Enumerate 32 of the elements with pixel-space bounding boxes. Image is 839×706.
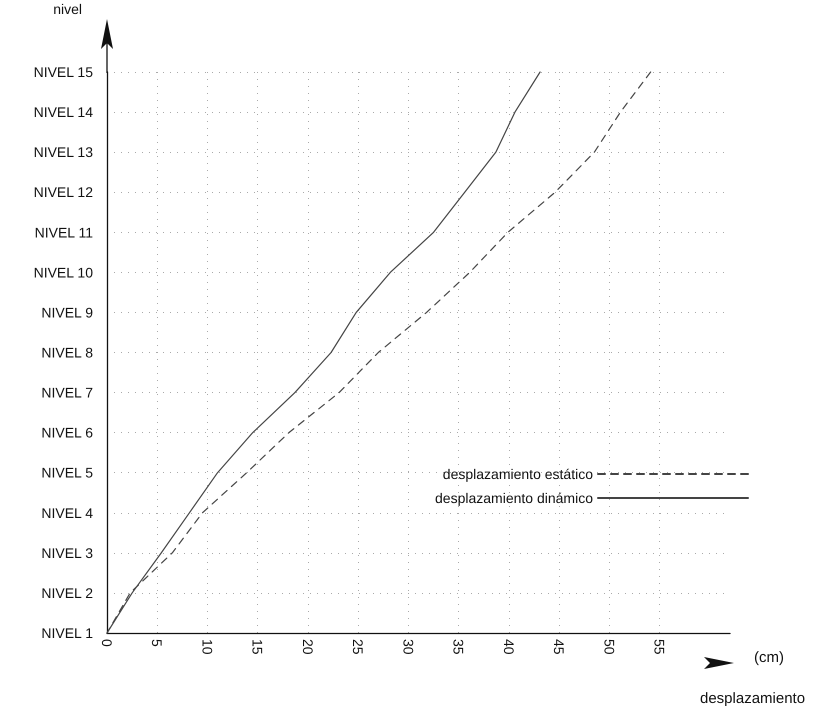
y-tick-label: NIVEL 12 [34,184,94,200]
x-tick-label: 25 [350,639,366,655]
y-tick-label: NIVEL 11 [34,224,94,240]
y-tick-label: NIVEL 3 [41,544,94,561]
x-tick-label: 55 [652,639,668,655]
y-tick-label: NIVEL 4 [41,504,94,521]
y-tick-label: NIVEL 1 [41,625,94,641]
y-axis-title: nivel [53,1,82,17]
y-tick-label: NIVEL 7 [41,384,94,401]
text: (cm) [754,649,784,666]
y-tick-label: NIVEL 2 [41,584,94,601]
x-axis-title: desplazamiento [700,690,806,706]
x-tick-label: 10 [199,639,216,655]
x-tick-label: 5 [149,639,166,647]
y-tick-label: NIVEL 15 [34,64,94,80]
x-tick-label: 35 [450,639,467,655]
x-tick-label: 45 [551,639,568,655]
y-tick-label: NIVEL 13 [34,144,94,160]
y-tick-label: NIVEL 9 [41,304,94,320]
x-tick-label: 20 [300,639,316,655]
y-tick-label: NIVEL 5 [41,464,94,481]
x-tick-label: 0 [99,639,115,647]
y-tick-label: NIVEL 8 [41,344,94,360]
x-tick-label: 50 [601,639,618,655]
x-tick-label: 40 [500,639,517,655]
y-tick-label: NIVEL 10 [34,264,94,280]
text: desplazamiento dinámico [435,490,594,506]
y-tick-label: NIVEL 6 [41,424,94,441]
x-tick-label: 30 [400,639,416,655]
y-tick-label: NIVEL 14 [34,104,94,120]
text: desplazamiento estático [442,466,594,482]
x-tick-label: 15 [250,639,266,655]
